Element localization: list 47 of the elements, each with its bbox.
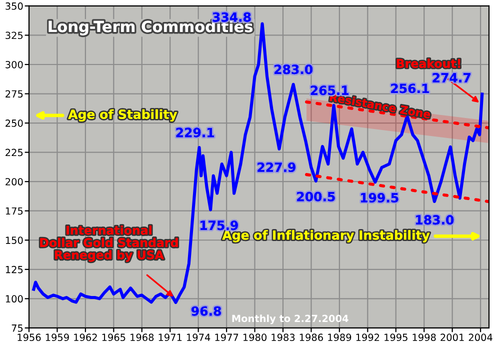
y-tick-label: 175 <box>6 207 23 215</box>
annotation: 265.1 <box>310 86 349 96</box>
x-tick-label: 1959 <box>46 334 69 342</box>
annotation: 199.5 <box>360 193 398 202</box>
x-tick-label: 1989 <box>328 334 352 342</box>
y-tick-label: 250 <box>6 120 23 127</box>
y-tick-label: 325 <box>6 32 23 40</box>
y-tick-label: 275 <box>6 90 23 98</box>
y-tick-label: 75 <box>12 324 23 332</box>
y-tick-label: 100 <box>6 295 23 303</box>
annotation: 96.8 <box>192 306 221 316</box>
annotation: 227.9 <box>258 162 296 172</box>
y-tick-label: 125 <box>6 266 23 274</box>
x-tick-label: 1974 <box>187 334 210 342</box>
x-tick-label: 1956 <box>18 334 41 342</box>
annotation: 283.0 <box>274 64 313 74</box>
annotation: 256.1 <box>391 84 429 94</box>
annotation: 183.0 <box>416 215 454 225</box>
annotation: 334.8 <box>212 12 251 22</box>
annotation: 200.5 <box>297 192 335 202</box>
annotation: Monthly to 2.27.2004 <box>232 314 348 324</box>
annotation: 175.9 <box>200 220 238 230</box>
y-tick-label: 350 <box>6 2 23 10</box>
annotation: Age of Stability <box>68 109 178 122</box>
x-tick-label: 1962 <box>74 334 97 342</box>
x-tick-label: 1968 <box>130 334 154 342</box>
line-series <box>32 22 484 304</box>
x-tick-label: 1980 <box>243 334 266 342</box>
y-tick-label: 200 <box>6 178 23 186</box>
y-tick-label: 300 <box>6 60 23 68</box>
y-tick-label: 225 <box>6 148 23 156</box>
x-tick-label: 1992 <box>356 334 380 342</box>
annotation: International Dollar Gold Standard Reneged by USA <box>40 226 178 262</box>
x-tick-label: 1977 <box>215 334 238 342</box>
x-tick-label: 1998 <box>412 334 436 342</box>
text: Long-Term Commodities <box>48 20 253 36</box>
x-tick-label: 1971 <box>158 334 182 342</box>
x-tick-label: 2004 <box>468 334 492 342</box>
x-tick-label: 2001 <box>440 334 464 342</box>
x-tick-label: 1983 <box>272 334 295 342</box>
annotation: 229.1 <box>176 128 214 138</box>
x-tick-label: 1986 <box>300 334 323 342</box>
x-tick-label: 1995 <box>384 334 408 342</box>
x-tick-label: 1965 <box>102 334 126 342</box>
annotation: Age of Inflationary Instability <box>222 230 430 242</box>
annotation: Breakout! <box>396 58 460 68</box>
y-tick-label: 150 <box>6 236 23 244</box>
